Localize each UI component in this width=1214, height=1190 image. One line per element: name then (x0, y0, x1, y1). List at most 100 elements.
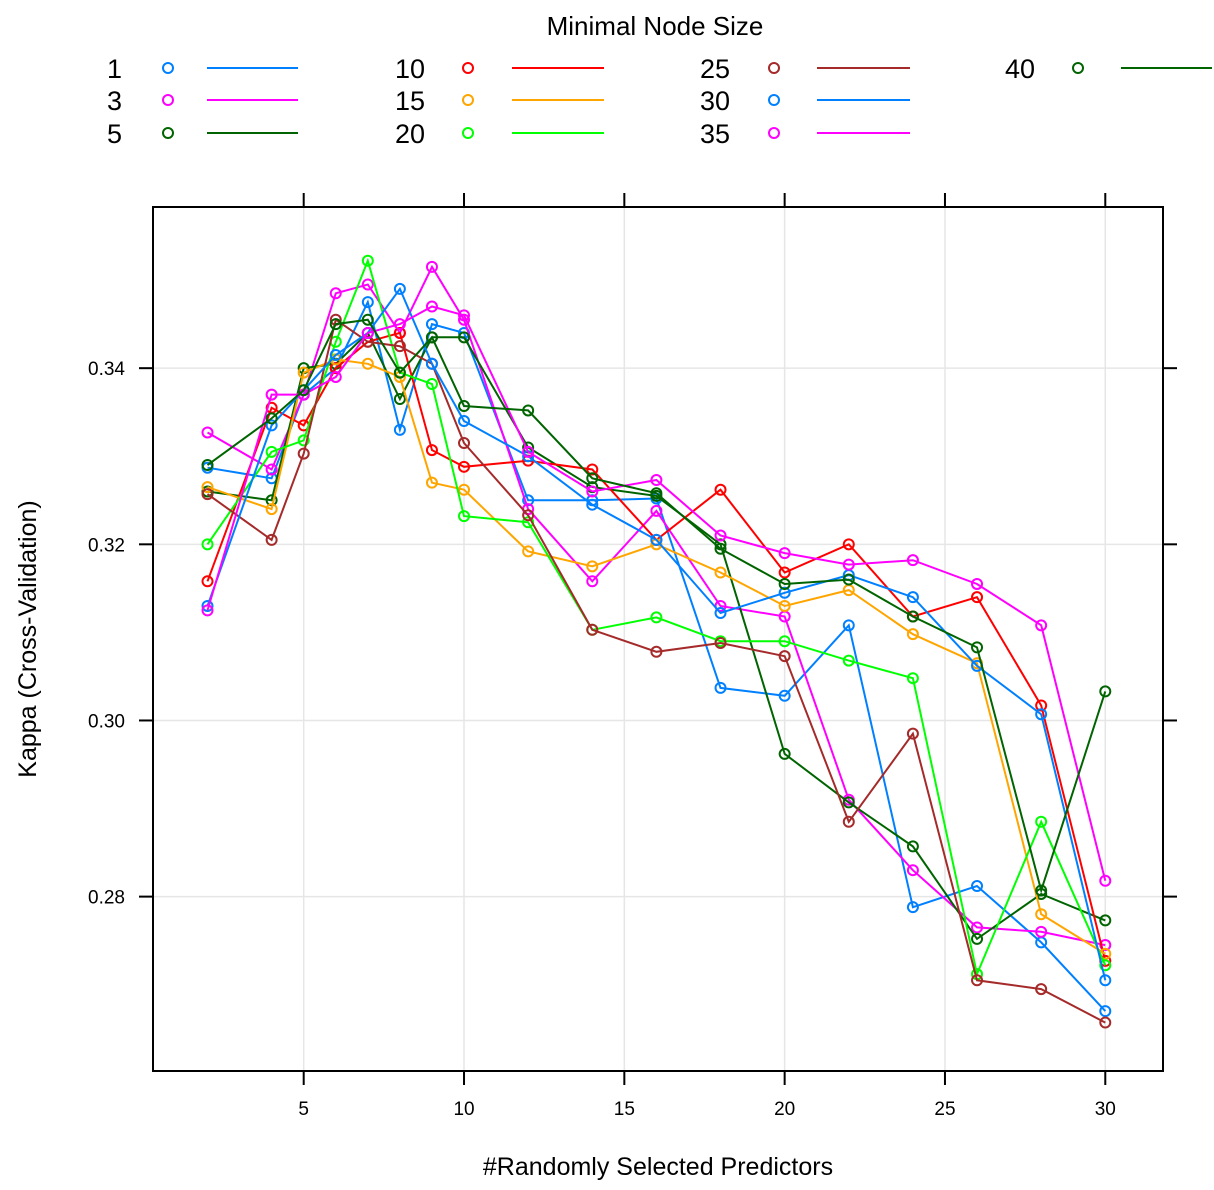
x-tick-label: 25 (934, 1099, 955, 1120)
point-5-8 (393, 393, 406, 405)
point-40-20 (778, 577, 791, 590)
legend-label: 10 (395, 54, 425, 84)
point-40-24 (906, 610, 919, 623)
point-3-24 (906, 864, 919, 877)
legend-label: 25 (700, 54, 730, 84)
point-40-12 (522, 404, 535, 417)
point-5-10 (458, 331, 471, 344)
point-30-10 (458, 415, 471, 428)
point-20-16 (650, 611, 663, 624)
legend-marker-3 (162, 94, 174, 106)
point-5-22 (842, 796, 855, 809)
point-35-10 (458, 309, 471, 322)
point-40-26 (971, 641, 984, 654)
legend-label: 15 (395, 86, 425, 116)
series-line-5 (207, 331, 1106, 941)
point-30-30 (1099, 974, 1112, 987)
point-15-9 (425, 476, 438, 489)
legend-label: 30 (700, 86, 730, 116)
legend-item-35: 35 (700, 119, 910, 149)
point-1-26 (971, 880, 984, 893)
point-30-18 (714, 607, 727, 620)
point-25-4 (265, 533, 278, 546)
plot-frame (152, 206, 1164, 1072)
point-20-10 (458, 510, 471, 523)
point-25-14 (586, 623, 599, 636)
point-15-24 (906, 628, 919, 641)
legend-marker-15 (462, 94, 474, 106)
legend-item-3: 3 (107, 86, 298, 116)
point-10-2 (201, 575, 214, 588)
series-line-35 (206, 305, 1107, 882)
point-5-30 (1099, 914, 1112, 927)
point-35-6 (329, 370, 342, 383)
point-1-12 (522, 494, 535, 507)
x-axis-label: #Randomly Selected Predictors (483, 1153, 833, 1181)
point-35-14 (586, 485, 599, 498)
series-20 (201, 254, 1112, 981)
point-25-24 (906, 727, 919, 740)
point-10-26 (971, 591, 984, 604)
point-3-16 (650, 504, 663, 517)
point-15-14 (586, 560, 599, 573)
legend-item-10: 10 (395, 54, 604, 84)
point-35-24 (906, 554, 919, 567)
point-10-9 (425, 444, 438, 457)
point-10-14 (586, 463, 599, 476)
point-1-20 (778, 689, 791, 702)
grid (153, 207, 1163, 1071)
series-5 (201, 326, 1112, 945)
point-5-20 (778, 747, 791, 760)
point-35-9 (425, 300, 438, 313)
legend-marker-10 (462, 62, 474, 74)
point-25-12 (522, 509, 535, 522)
point-30-14 (586, 498, 599, 511)
point-30-16 (650, 533, 663, 546)
legend-item-20: 20 (395, 119, 604, 149)
legend-item-5: 5 (107, 119, 298, 149)
series-35 (201, 300, 1112, 887)
point-30-2 (201, 599, 214, 612)
point-10-6 (329, 362, 342, 375)
point-3-9 (425, 260, 438, 273)
point-35-30 (1099, 874, 1112, 887)
series-40 (201, 313, 1112, 897)
x-tick-label: 15 (614, 1099, 635, 1120)
series-25 (201, 313, 1112, 1029)
y-tick-label: 0.30 (88, 711, 125, 732)
point-25-28 (1035, 983, 1048, 996)
point-35-28 (1035, 619, 1048, 632)
point-35-20 (778, 547, 791, 560)
legend-item-40: 40 (1005, 54, 1212, 84)
point-35-7 (361, 326, 374, 339)
legend-item-30: 30 (700, 86, 910, 116)
point-15-12 (522, 545, 535, 558)
point-25-20 (778, 650, 791, 663)
point-20-22 (842, 654, 855, 667)
series-line-30 (206, 286, 1107, 981)
point-10-18 (714, 483, 727, 496)
point-15-20 (778, 599, 791, 612)
point-15-18 (714, 566, 727, 579)
point-15-10 (458, 483, 471, 496)
point-25-2 (201, 488, 214, 501)
point-3-6 (329, 287, 342, 300)
point-40-30 (1099, 685, 1112, 698)
legend-item-1: 1 (107, 54, 298, 84)
legend-label: 20 (395, 119, 425, 149)
point-1-8 (393, 423, 406, 436)
series-line-20 (206, 257, 1107, 978)
point-40-14 (586, 472, 599, 485)
point-20-20 (778, 635, 791, 648)
point-1-22 (842, 619, 855, 632)
point-3-26 (971, 921, 984, 934)
point-25-18 (714, 636, 727, 649)
point-25-22 (842, 815, 855, 828)
point-40-7 (361, 313, 374, 326)
point-15-4 (265, 503, 278, 516)
x-tick-label: 10 (453, 1099, 474, 1120)
legend-marker-40 (1072, 62, 1084, 74)
series-group (201, 254, 1112, 1029)
point-35-18 (714, 529, 727, 542)
